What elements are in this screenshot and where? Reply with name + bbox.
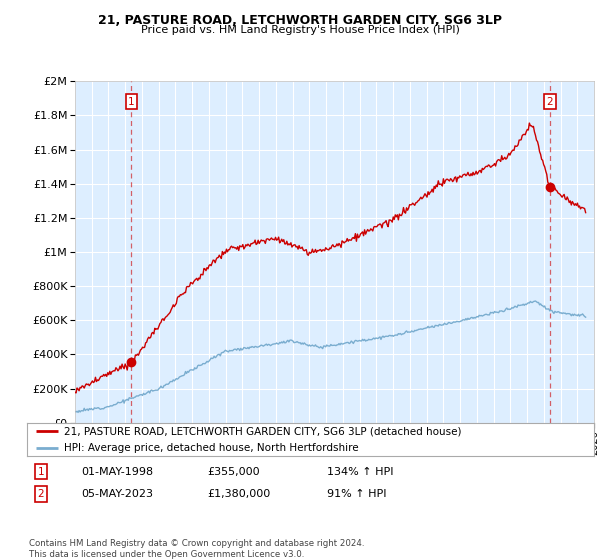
Text: Contains HM Land Registry data © Crown copyright and database right 2024.
This d: Contains HM Land Registry data © Crown c… bbox=[29, 539, 364, 559]
Text: Price paid vs. HM Land Registry's House Price Index (HPI): Price paid vs. HM Land Registry's House … bbox=[140, 25, 460, 35]
Text: £355,000: £355,000 bbox=[207, 466, 260, 477]
Text: 91% ↑ HPI: 91% ↑ HPI bbox=[327, 489, 386, 499]
Text: 01-MAY-1998: 01-MAY-1998 bbox=[81, 466, 153, 477]
Text: 2: 2 bbox=[37, 489, 44, 499]
Text: 21, PASTURE ROAD, LETCHWORTH GARDEN CITY, SG6 3LP (detached house): 21, PASTURE ROAD, LETCHWORTH GARDEN CITY… bbox=[64, 426, 461, 436]
Text: 1: 1 bbox=[37, 466, 44, 477]
Text: HPI: Average price, detached house, North Hertfordshire: HPI: Average price, detached house, Nort… bbox=[64, 443, 358, 453]
Text: £1,380,000: £1,380,000 bbox=[207, 489, 270, 499]
Text: 21, PASTURE ROAD, LETCHWORTH GARDEN CITY, SG6 3LP: 21, PASTURE ROAD, LETCHWORTH GARDEN CITY… bbox=[98, 14, 502, 27]
Text: 134% ↑ HPI: 134% ↑ HPI bbox=[327, 466, 394, 477]
Text: 1: 1 bbox=[128, 96, 135, 106]
Text: 2: 2 bbox=[547, 96, 553, 106]
Text: 05-MAY-2023: 05-MAY-2023 bbox=[81, 489, 153, 499]
